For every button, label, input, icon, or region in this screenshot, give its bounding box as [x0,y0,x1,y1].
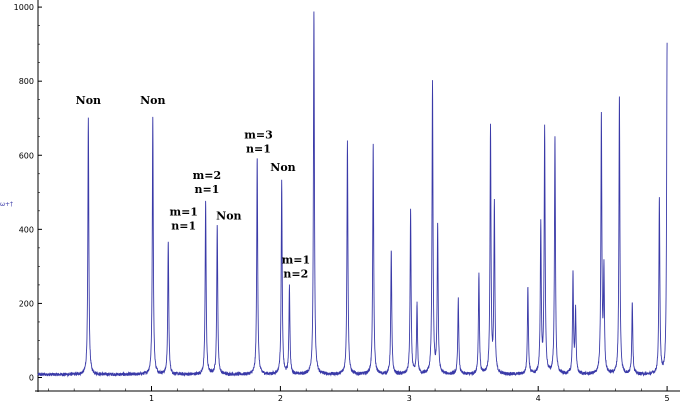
x-tick-label: 4 [536,394,541,403]
y-tick-label: 1000 [14,3,34,12]
x-tick-label: 3 [407,394,412,403]
peak-annotation: m=1 [169,206,198,219]
peak-annotation: n=1 [246,143,271,156]
peak-annotation: n=2 [283,267,308,280]
spectrum-line [37,11,668,378]
peak-annotation: m=2 [193,169,222,182]
peak-annotation: m=3 [244,129,273,142]
y-tick-label: 0 [29,374,34,383]
y-tick-label: 400 [19,225,34,234]
peak-annotation: Non [270,161,295,174]
x-axis: 1 2 3 4 5 [48,386,670,403]
y-axis-label: ω+† [0,201,13,208]
y-axis: 0 200 400 600 800 1000 [14,3,42,383]
y-tick-label: 800 [19,77,34,86]
peak-annotation: Non [76,94,101,107]
peak-annotation: Non [140,94,165,107]
peak-annotation: n=1 [194,183,219,196]
y-tick-label: 600 [19,151,34,160]
peak-annotation: Non [216,209,241,222]
x-tick-label: 1 [149,394,154,403]
peak-annotation: n=1 [171,220,196,233]
plot-frame [35,0,680,392]
peak-annotation: m=1 [282,253,311,266]
x-tick-label: 2 [278,394,283,403]
x-tick-label: 5 [665,394,670,403]
y-tick-label: 200 [19,299,34,308]
peak-markers [87,11,668,312]
